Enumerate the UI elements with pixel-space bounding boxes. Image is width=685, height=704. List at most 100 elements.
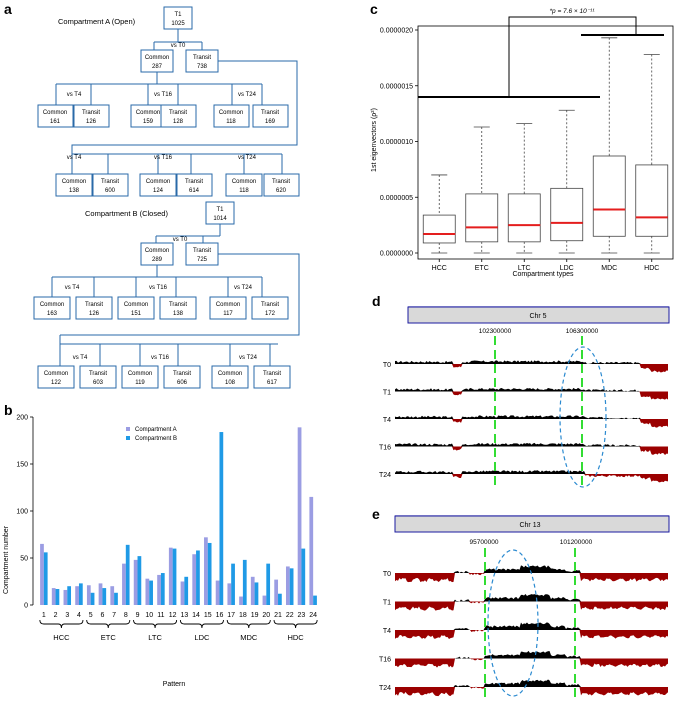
panel-d-chr5-tracks: Chr 5 102300000 106300000 T0 T1 T4 T16 T24 — [379, 306, 670, 490]
x-axis-label: Compartment types — [512, 271, 574, 278]
node-name: Transit — [173, 371, 191, 377]
group-label: LDC — [194, 633, 210, 642]
node-name: Common — [146, 179, 170, 185]
tree-title: Compartment A (Open) — [58, 17, 136, 26]
node-name: Transit — [82, 110, 100, 116]
tree-node-transit — [252, 104, 289, 128]
tree-node-transit — [163, 365, 201, 389]
node-name: Common — [136, 110, 160, 116]
track-label: T24 — [379, 472, 391, 479]
box-plot-boxes — [422, 37, 669, 254]
x-tick-label: 22 — [286, 612, 294, 619]
bar-compartment-b-pattern-8 — [125, 544, 130, 605]
bar-compartment-b-pattern-14 — [196, 550, 200, 605]
bar-compartment-a-pattern-6 — [98, 583, 103, 605]
tree-node-common — [33, 296, 71, 320]
tree-node-transit — [176, 173, 213, 197]
tree-edge-label: vs T0 — [173, 237, 188, 243]
node-name: Common — [44, 371, 68, 377]
group-bracket — [133, 619, 178, 629]
node-name: Transit — [272, 179, 290, 185]
group-label: MDC — [240, 633, 258, 642]
x-tick-label: 23 — [298, 612, 306, 619]
node-count: 614 — [189, 188, 200, 194]
legend-label: Compartment A — [135, 427, 177, 433]
node-count: 118 — [239, 188, 249, 194]
track-signal-positive — [395, 415, 668, 419]
bar-compartment-b-pattern-24 — [313, 595, 317, 605]
tree-edge-label: vs T24 — [238, 92, 257, 98]
track-signal-positive — [395, 679, 668, 687]
node-name: Transit — [101, 179, 119, 185]
chromosome-header — [394, 515, 670, 533]
bar-compartment-a-pattern-22 — [285, 566, 290, 605]
tree-node-common — [209, 296, 247, 320]
node-name: Transit — [169, 302, 187, 308]
track-label: T4 — [383, 628, 391, 635]
bar-compartment-b-pattern-9 — [137, 556, 142, 605]
tree-node-common — [225, 173, 263, 197]
node-count: 126 — [86, 119, 97, 125]
bar-compartment-b-pattern-2 — [55, 589, 60, 605]
y-tick-label: 100 — [16, 509, 28, 516]
tree-node-transit — [251, 296, 289, 320]
group-label: HDC — [287, 633, 304, 642]
bar-compartment-a-pattern-7 — [110, 586, 115, 605]
tree-node-common — [117, 296, 155, 320]
x-tick-label: 9 — [136, 612, 140, 619]
significance-bracket-top — [508, 16, 637, 97]
box-ltc — [507, 193, 541, 243]
bar-compartment-b-pattern-4 — [78, 583, 83, 605]
legend-swatch-b — [126, 436, 130, 440]
track-label: T4 — [383, 417, 391, 424]
panel-e-chr13-tracks: Chr 13 95700000 101200000 T0 T1 T4 T16 T24 — [379, 515, 670, 700]
x-tick-label: 10 — [145, 612, 153, 619]
track-label: T16 — [379, 657, 391, 664]
marker-label: 101200000 — [560, 539, 593, 546]
tree-edge-label: vs T4 — [65, 285, 80, 291]
box-mdc — [592, 155, 626, 237]
bar-compartment-a-pattern-2 — [51, 588, 56, 605]
bar-compartment-a-pattern-15 — [204, 537, 208, 605]
track-label: T1 — [383, 390, 391, 397]
node-count: 287 — [152, 64, 163, 70]
tree-edge-label: vs T4 — [67, 92, 82, 98]
track-signal-positive — [395, 470, 668, 474]
bar-compartment-a-pattern-18 — [239, 596, 243, 605]
tree-node-common — [37, 365, 75, 389]
x-tick-label: HCC — [432, 265, 447, 272]
chromosome-header — [407, 306, 670, 324]
bar-compartment-a-pattern-20 — [262, 595, 267, 605]
tree-node-common — [121, 365, 159, 389]
track-signal-negative — [395, 474, 668, 483]
tree-node-transit — [92, 173, 129, 197]
bar-compartment-a-pattern-10 — [145, 578, 150, 605]
y-tick-label: 0.0000020 — [380, 28, 413, 35]
node-name: Transit — [89, 371, 107, 377]
bar-compartment-b-pattern-5 — [90, 592, 95, 605]
tree-title: Compartment B (Closed) — [85, 209, 168, 218]
bar-compartment-a-pattern-3 — [63, 589, 68, 605]
marker-label: 95700000 — [470, 539, 499, 546]
node-count: 138 — [69, 188, 80, 194]
node-count: 124 — [153, 188, 164, 194]
group-bracket — [226, 619, 271, 629]
track-group: T0 T1 T4 T16 T24 — [379, 565, 668, 697]
y-tick-label: 0.0000010 — [380, 139, 413, 146]
node-count: 159 — [143, 119, 154, 125]
x-tick-label: 4 — [77, 612, 81, 619]
chromosome-title: Chr 13 — [519, 522, 540, 529]
box-plot-axes: 0.0000000 0.0000005 0.0000010 0.0000015 0.00… — [380, 25, 674, 272]
node-name: Common — [218, 371, 242, 377]
tree-edge-label: vs T24 — [234, 285, 253, 291]
track-signal-negative — [395, 391, 668, 400]
chromosome-title: Chr 5 — [529, 313, 546, 320]
x-axis-label: Pattern — [163, 681, 186, 688]
bar-chart-legend: Compartment A Compartment B — [126, 427, 177, 442]
tree-compartment-a: Compartment A (Open) T1 1025 vs T0 Commo… — [37, 6, 300, 197]
node-count: 138 — [173, 311, 184, 317]
bar-compartment-a-pattern-14 — [192, 554, 197, 605]
track-signal-negative — [395, 573, 668, 583]
tree-node-transit — [79, 365, 117, 389]
